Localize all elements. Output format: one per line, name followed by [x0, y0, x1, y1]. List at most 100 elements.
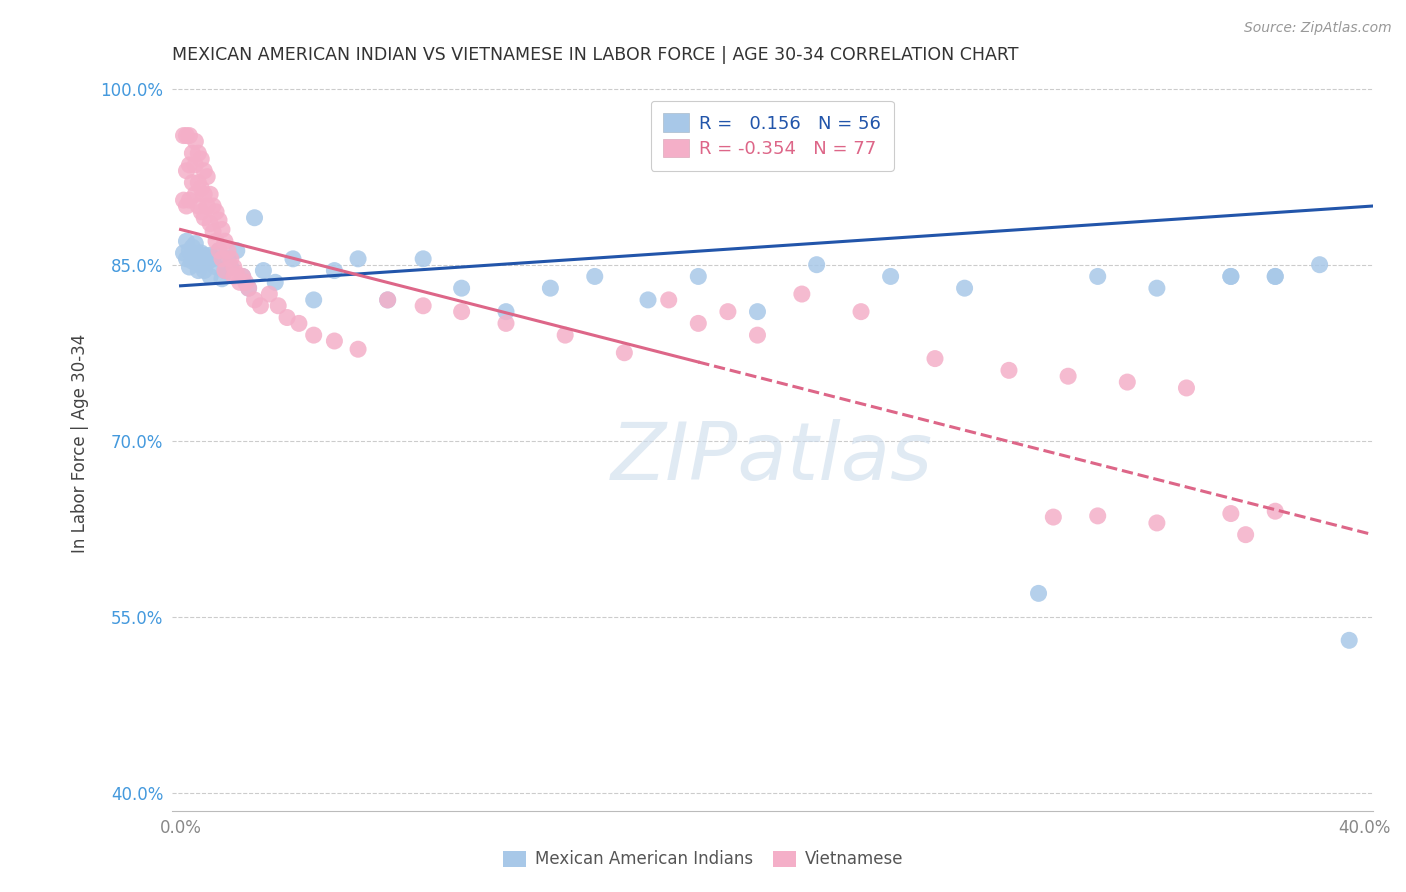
Point [190, 246, 212, 260]
Point [538, 281, 561, 295]
Point [190, 152, 212, 166]
Point [583, 269, 606, 284]
Point [205, 205, 228, 219]
Point [187, 199, 209, 213]
Point [264, 275, 287, 289]
Point [1146, 516, 1168, 530]
Point [1175, 381, 1198, 395]
Point [208, 244, 231, 258]
Point [225, 267, 247, 281]
Point [747, 304, 769, 318]
Point [849, 304, 872, 318]
Point [281, 252, 304, 266]
Point [193, 263, 215, 277]
Point [1309, 258, 1331, 272]
Point [998, 363, 1021, 377]
Point [1057, 369, 1080, 384]
Point [173, 128, 195, 143]
Point [450, 281, 472, 295]
Point [288, 317, 311, 331]
Point [193, 163, 215, 178]
Point [184, 252, 207, 266]
Point [1264, 269, 1286, 284]
Point [217, 252, 239, 266]
Point [613, 345, 636, 359]
Point [173, 193, 195, 207]
Point [879, 269, 901, 284]
Point [235, 275, 257, 289]
Point [1116, 375, 1139, 389]
Point [323, 263, 346, 277]
Point [187, 263, 209, 277]
Point [211, 272, 233, 286]
Point [184, 135, 207, 149]
Point [1339, 633, 1361, 648]
Point [412, 299, 434, 313]
Point [1087, 269, 1109, 284]
Text: ZIPatlas: ZIPatlas [612, 419, 934, 498]
Point [1234, 527, 1257, 541]
Point [193, 248, 215, 262]
Point [222, 260, 245, 274]
Point [214, 263, 236, 277]
Text: MEXICAN AMERICAN INDIAN VS VIETNAMESE IN LABOR FORCE | AGE 30-34 CORRELATION CHA: MEXICAN AMERICAN INDIAN VS VIETNAMESE IN… [172, 46, 1018, 64]
Point [187, 248, 209, 262]
Point [217, 244, 239, 258]
Point [198, 248, 221, 262]
Point [179, 128, 201, 143]
Point [1087, 508, 1109, 523]
Point [219, 260, 242, 274]
Point [184, 158, 207, 172]
Point [176, 128, 198, 143]
Point [195, 169, 218, 184]
Point [225, 244, 247, 258]
Point [181, 254, 204, 268]
Point [1042, 510, 1064, 524]
Point [222, 269, 245, 284]
Point [205, 260, 228, 274]
Point [187, 146, 209, 161]
Point [211, 252, 233, 266]
Point [302, 328, 325, 343]
Point [1219, 269, 1241, 284]
Point [347, 342, 370, 356]
Point [179, 158, 201, 172]
Point [176, 252, 198, 266]
Point [276, 310, 298, 325]
Point [202, 199, 225, 213]
Point [179, 193, 201, 207]
Point [190, 258, 212, 272]
Point [495, 304, 517, 318]
Point [202, 225, 225, 239]
Point [176, 234, 198, 248]
Point [181, 176, 204, 190]
Point [412, 252, 434, 266]
Point [214, 263, 236, 277]
Point [806, 258, 828, 272]
Point [243, 293, 266, 307]
Point [229, 275, 252, 289]
Point [790, 287, 813, 301]
Point [195, 255, 218, 269]
Point [187, 176, 209, 190]
Point [658, 293, 681, 307]
Point [1219, 507, 1241, 521]
Point [176, 163, 198, 178]
Point [181, 146, 204, 161]
Point [190, 181, 212, 195]
Point [637, 293, 659, 307]
Point [554, 328, 576, 343]
Point [208, 213, 231, 227]
Point [924, 351, 946, 366]
Point [205, 234, 228, 248]
Point [252, 263, 274, 277]
Point [259, 287, 281, 301]
Point [688, 269, 710, 284]
Point [238, 281, 260, 295]
Point [688, 317, 710, 331]
Point [1219, 269, 1241, 284]
Text: Source: ZipAtlas.com: Source: ZipAtlas.com [1244, 21, 1392, 35]
Y-axis label: In Labor Force | Age 30-34: In Labor Force | Age 30-34 [72, 334, 89, 553]
Point [1264, 269, 1286, 284]
Point [179, 244, 201, 258]
